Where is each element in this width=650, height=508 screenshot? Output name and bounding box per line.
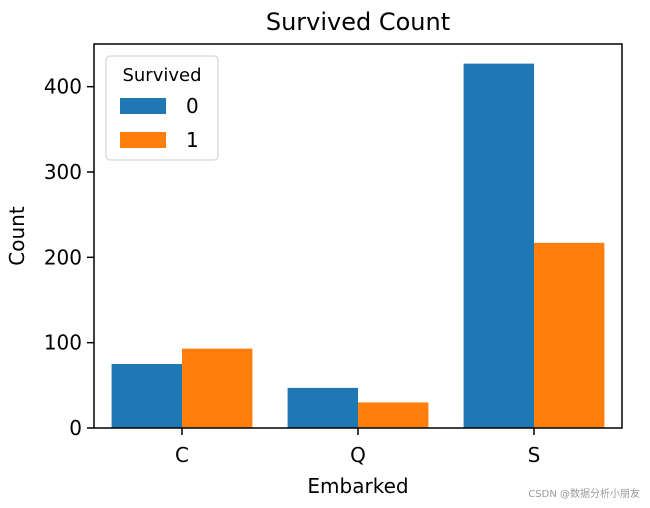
y-tick-label: 0 <box>69 416 82 440</box>
bar-S-series-1 <box>534 242 605 428</box>
bar-C-series-1 <box>182 348 253 428</box>
x-tick-label: Q <box>350 443 366 467</box>
x-axis-label: Embarked <box>307 474 408 498</box>
legend-swatch <box>120 98 166 114</box>
legend: Survived 0 1 <box>105 55 219 161</box>
bar-Q-series-0 <box>287 387 358 428</box>
watermark: CSDN @数据分析小朋友 <box>528 489 640 500</box>
y-tick-label: 300 <box>44 160 82 184</box>
bar-Q-series-1 <box>358 402 429 428</box>
y-tick-label: 400 <box>44 75 82 99</box>
legend-swatch <box>120 132 166 148</box>
chart-title: Survived Count <box>266 8 450 36</box>
legend-label: 1 <box>186 128 199 152</box>
bars-group <box>111 63 605 428</box>
legend-label: 0 <box>186 94 199 118</box>
x-tick-label: S <box>528 443 541 467</box>
x-tick-label: C <box>175 443 189 467</box>
y-tick-label: 200 <box>44 245 82 269</box>
bar-C-series-0 <box>111 364 182 428</box>
legend-title: Survived <box>122 65 201 86</box>
y-axis-label: Count <box>5 206 29 266</box>
bar-S-series-0 <box>463 63 534 428</box>
y-tick-label: 100 <box>44 331 82 355</box>
y-axis-ticks: 0 100 200 300 400 <box>44 75 94 440</box>
